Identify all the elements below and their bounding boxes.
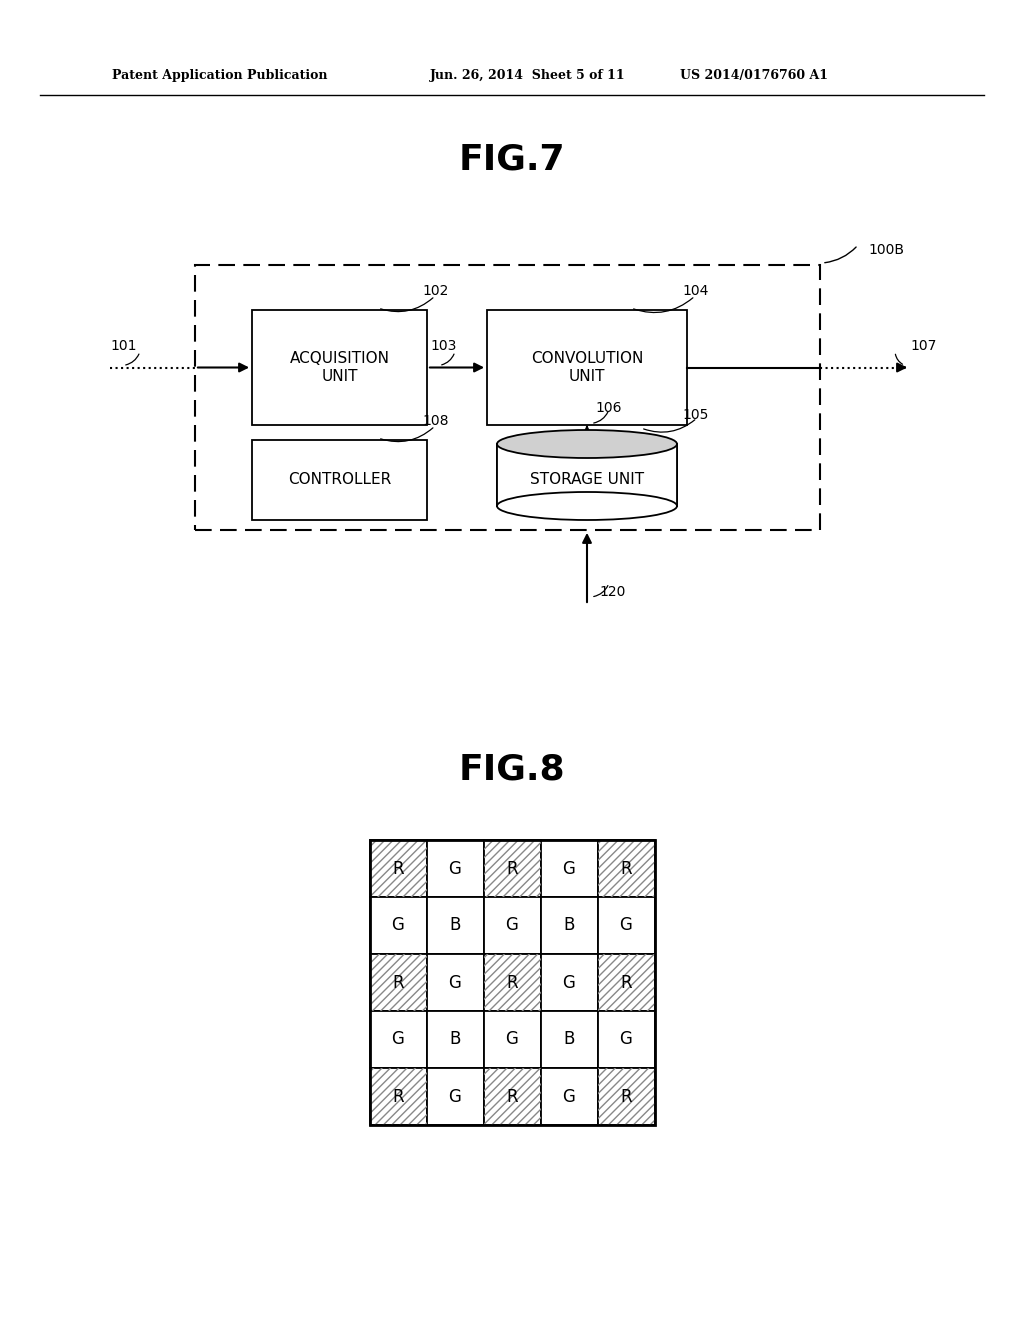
Bar	[252, 440, 427, 520]
Text: G: G	[620, 916, 633, 935]
Bar	[370, 898, 427, 954]
Bar	[483, 1068, 541, 1125]
Text: Patent Application Publication: Patent Application Publication	[112, 69, 328, 82]
Bar	[427, 954, 483, 1011]
Text: R: R	[621, 974, 632, 991]
Bar	[370, 840, 654, 1125]
Text: B: B	[450, 916, 461, 935]
Text: ACQUISITION
UNIT: ACQUISITION UNIT	[290, 351, 389, 384]
Bar	[483, 840, 541, 898]
Text: G: G	[449, 859, 462, 878]
Text: FIG.8: FIG.8	[459, 752, 565, 787]
Bar	[541, 840, 597, 898]
Text: G: G	[562, 974, 575, 991]
Bar	[541, 898, 597, 954]
Text: STORAGE UNIT: STORAGE UNIT	[530, 473, 644, 487]
Text: G: G	[391, 1031, 404, 1048]
Bar	[370, 840, 427, 898]
Bar	[427, 1011, 483, 1068]
Bar	[597, 840, 654, 898]
Text: R: R	[506, 859, 518, 878]
Text: 103: 103	[430, 339, 457, 354]
Bar	[483, 954, 541, 1011]
Bar	[597, 840, 654, 898]
Text: R: R	[506, 974, 518, 991]
Bar	[483, 898, 541, 954]
Text: R: R	[392, 859, 403, 878]
Text: G: G	[449, 1088, 462, 1106]
Bar	[252, 310, 427, 425]
Text: G: G	[620, 1031, 633, 1048]
Text: R: R	[621, 1088, 632, 1106]
Text: B: B	[563, 916, 574, 935]
Text: R: R	[392, 974, 403, 991]
Bar	[483, 1011, 541, 1068]
Bar	[427, 840, 483, 898]
Bar	[541, 954, 597, 1011]
Ellipse shape	[497, 492, 677, 520]
Text: 105: 105	[682, 408, 709, 422]
Ellipse shape	[497, 430, 677, 458]
Bar	[597, 954, 654, 1011]
Bar	[487, 310, 687, 425]
Bar	[597, 898, 654, 954]
Text: G: G	[506, 916, 518, 935]
Text: R: R	[621, 859, 632, 878]
Text: CONVOLUTION
UNIT: CONVOLUTION UNIT	[530, 351, 643, 384]
Text: 102: 102	[422, 284, 449, 298]
Text: G: G	[391, 916, 404, 935]
Bar	[195, 265, 820, 531]
Text: G: G	[562, 859, 575, 878]
Bar	[597, 1011, 654, 1068]
Bar	[597, 954, 654, 1011]
Bar	[597, 1068, 654, 1125]
Text: B: B	[563, 1031, 574, 1048]
Bar	[541, 1011, 597, 1068]
Text: Jun. 26, 2014  Sheet 5 of 11: Jun. 26, 2014 Sheet 5 of 11	[430, 69, 626, 82]
Text: 106: 106	[595, 401, 622, 416]
Bar	[370, 1068, 427, 1125]
Bar	[597, 1068, 654, 1125]
Bar	[483, 840, 541, 898]
Bar	[483, 1068, 541, 1125]
Text: R: R	[506, 1088, 518, 1106]
Text: R: R	[392, 1088, 403, 1106]
Text: G: G	[506, 1031, 518, 1048]
Text: US 2014/0176760 A1: US 2014/0176760 A1	[680, 69, 828, 82]
Text: G: G	[449, 974, 462, 991]
Text: 101: 101	[110, 339, 136, 354]
Bar	[370, 1011, 427, 1068]
Bar	[370, 1068, 427, 1125]
Text: CONTROLLER: CONTROLLER	[288, 473, 391, 487]
Text: 100B: 100B	[868, 243, 904, 257]
Bar	[541, 1068, 597, 1125]
Bar	[427, 898, 483, 954]
Text: FIG.7: FIG.7	[459, 143, 565, 177]
Bar	[483, 954, 541, 1011]
Bar	[370, 840, 427, 898]
Text: G: G	[562, 1088, 575, 1106]
Text: 120: 120	[599, 585, 626, 599]
Text: 107: 107	[910, 339, 936, 354]
Bar	[370, 954, 427, 1011]
Text: 108: 108	[422, 414, 449, 428]
Bar	[497, 444, 677, 506]
Text: 104: 104	[682, 284, 709, 298]
Text: B: B	[450, 1031, 461, 1048]
Bar	[427, 1068, 483, 1125]
Bar	[370, 954, 427, 1011]
